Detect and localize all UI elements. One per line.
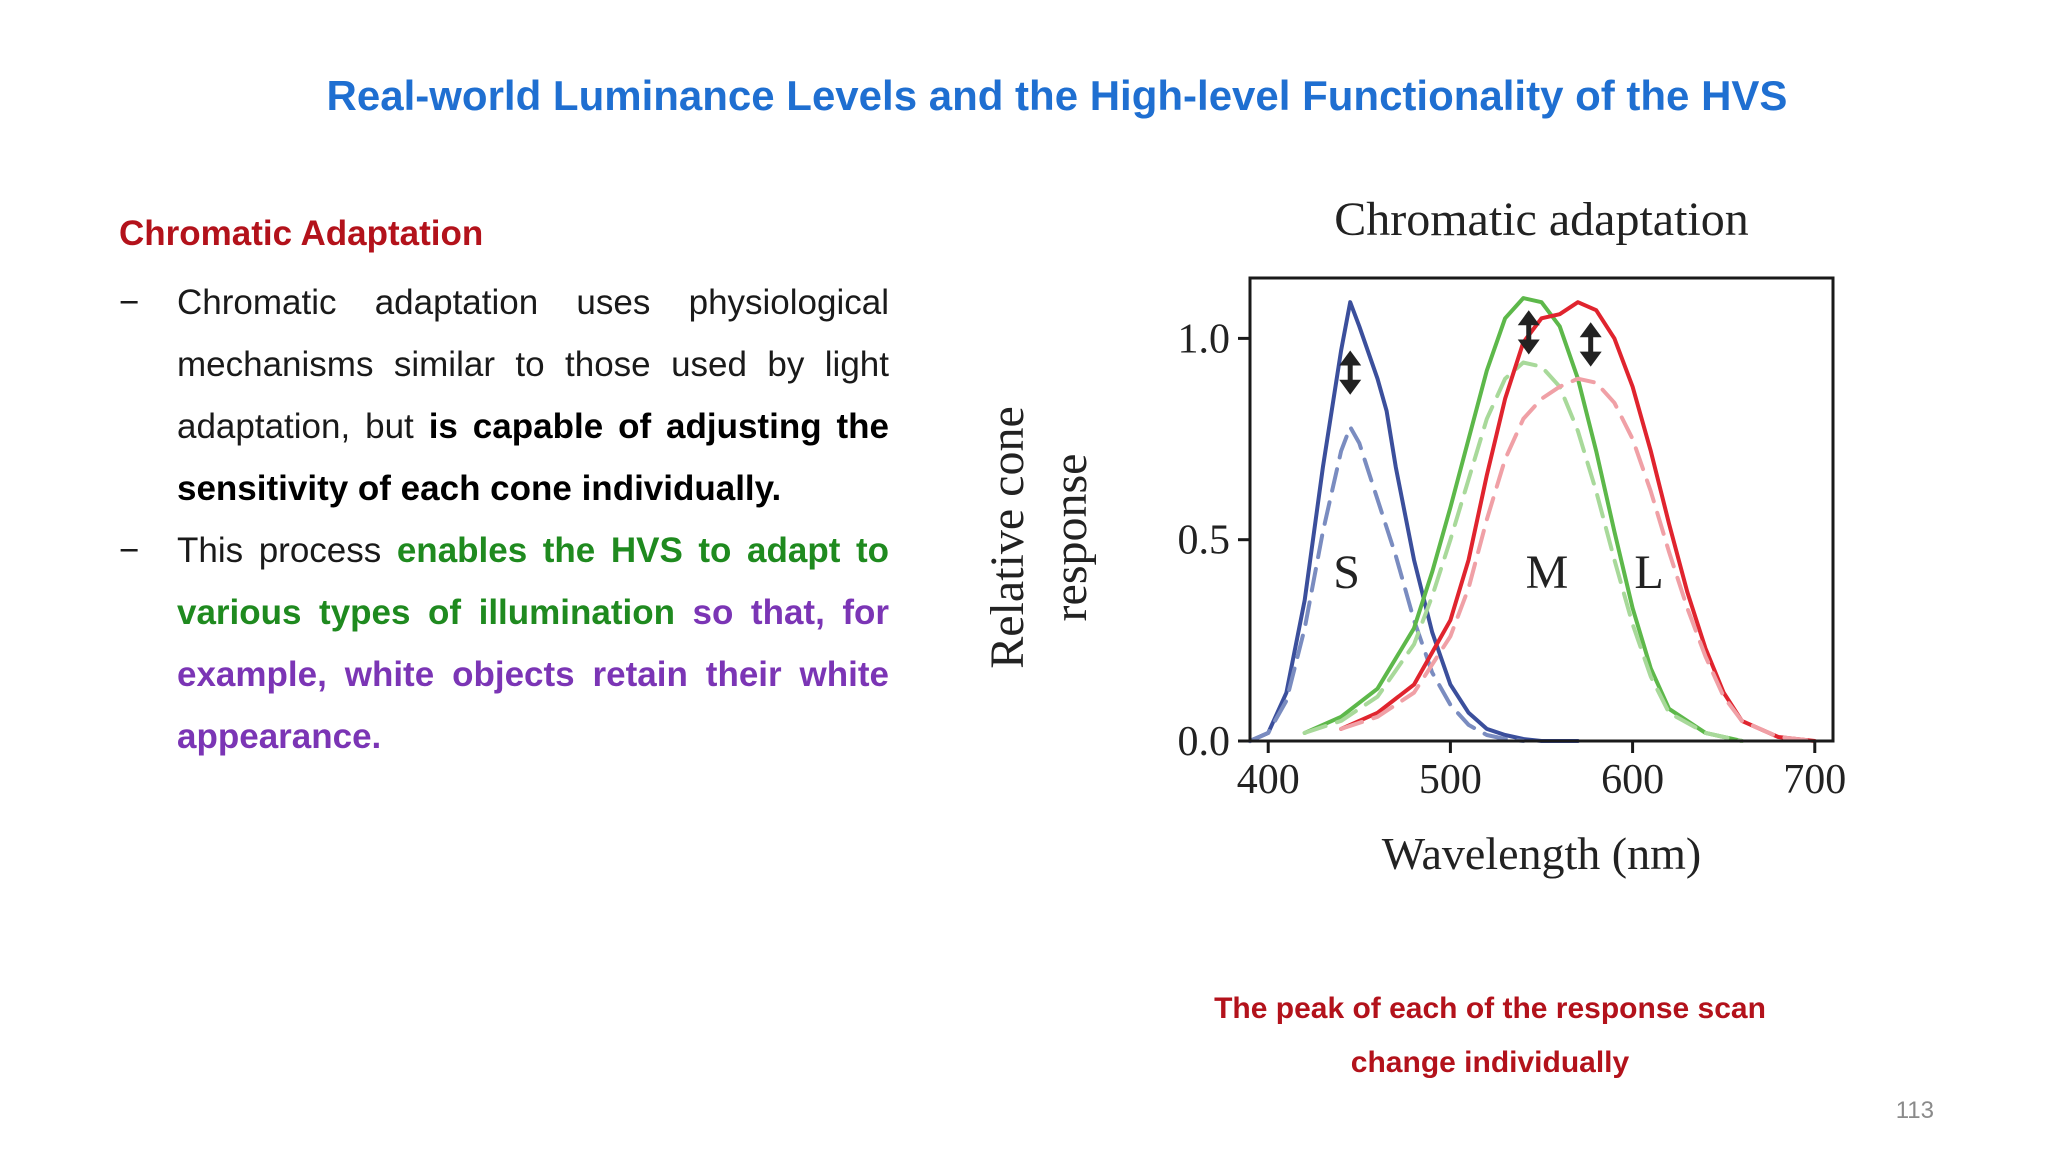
plot-frame: [1248, 276, 1835, 743]
y-axis-label-line-2: response: [1044, 454, 1097, 622]
double-arrow-icon: [1339, 350, 1362, 395]
x-tick-label: 500: [1419, 757, 1482, 803]
series-line-l-dashed: [1339, 376, 1817, 743]
curve-label-l: L: [1634, 546, 1663, 599]
curve-label-s: S: [1333, 546, 1360, 599]
x-tick-label: 400: [1237, 757, 1300, 803]
series-line-m-solid: [1302, 296, 1744, 743]
cone-response-chart: Chromatic adaptation 400 500 600 700 0.0 0.5 1.…: [990, 193, 1846, 879]
series-line-l-solid: [1339, 300, 1817, 743]
caption-line-2: change individually: [1350, 1046, 1630, 1079]
bullet-text-segment: is capable of adjusting the sensitivity …: [177, 407, 889, 508]
chart-container: Chromatic adaptation 400 500 600 700 0.0 0.5 1.…: [990, 185, 1890, 925]
bullet-item: − Chromatic adaptation uses physiological…: [119, 272, 889, 520]
y-tick-label: 1.0: [1178, 316, 1231, 362]
bullet-text-segment: Chromatic adaptation uses physiological …: [177, 283, 889, 446]
series-line-m-dashed: [1302, 360, 1744, 743]
section-heading: Chromatic Adaptation: [119, 214, 484, 253]
double-arrow-icon: [1517, 310, 1540, 355]
bullet-text-segment: This process: [177, 531, 397, 570]
y-axis-label-line-1: Relative cone: [990, 406, 1034, 669]
x-tick-label: 600: [1601, 757, 1664, 803]
series-line-s-dashed: [1248, 425, 1526, 743]
caption-line-1: The peak of each of the response scan: [1214, 992, 1766, 1025]
chart-title: Chromatic adaptation: [1334, 193, 1749, 246]
slide-title-text: Real-world Luminance Levels and the High…: [326, 72, 1788, 119]
series-line-s-solid: [1248, 300, 1580, 743]
double-arrow-icon: [1579, 322, 1602, 367]
slide-title: Real-world Luminance Levels and the High…: [0, 72, 2048, 120]
bullet-text-segment: enables the HVS to adapt to various type…: [177, 531, 889, 632]
y-tick-label: 0.5: [1178, 518, 1231, 564]
page-number: 113: [1895, 1097, 1934, 1124]
bullet-list: − Chromatic adaptation uses physiological…: [119, 272, 889, 768]
bullet-text-segment: so that, for example, white objects reta…: [177, 593, 889, 756]
bullet-marker: −: [119, 531, 140, 570]
bullet-marker: −: [119, 283, 140, 322]
y-tick-label: 0.0: [1178, 719, 1231, 765]
bullet-item: − This process enables the HVS to adapt t…: [119, 520, 889, 768]
text-column: Chromatic Adaptation − Chromatic adaptati…: [119, 212, 889, 768]
curve-label-m: M: [1526, 546, 1569, 599]
x-tick-label: 700: [1783, 757, 1846, 803]
figure-caption: The peak of each of the response scan ch…: [1170, 982, 1810, 1090]
x-axis-label: Wavelength (nm): [1382, 828, 1701, 879]
